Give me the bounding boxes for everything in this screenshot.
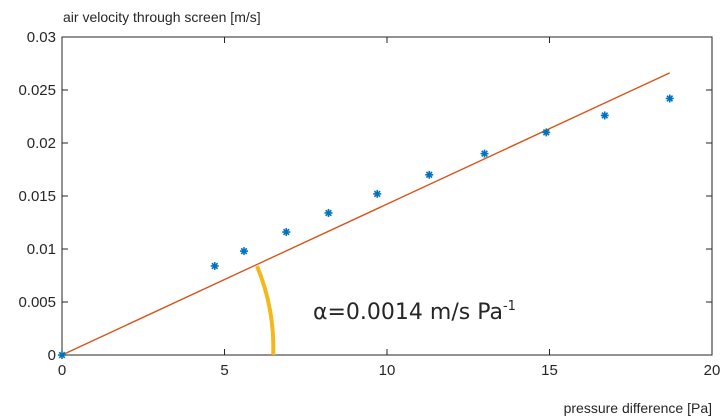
x-tick-label: 20 xyxy=(704,362,721,379)
x-tick-label: 5 xyxy=(220,362,228,379)
data-point xyxy=(282,228,291,237)
angle-annotation xyxy=(255,265,276,356)
angle-arc xyxy=(255,265,276,356)
x-tick-label: 10 xyxy=(379,362,396,379)
data-point xyxy=(240,247,248,256)
fit-line xyxy=(61,72,671,356)
data-point xyxy=(542,128,551,137)
y-tick-label: 0.03 xyxy=(27,29,56,46)
y-tick-label: 0.01 xyxy=(27,241,56,258)
data-point xyxy=(480,149,489,158)
slope-annotation-sup: -1 xyxy=(503,299,516,314)
data-point xyxy=(373,189,382,198)
y-axis: 0 0.005 0.01 0.015 0.02 0.025 0.03 xyxy=(18,29,712,364)
y-tick-label: 0 xyxy=(48,347,56,364)
x-tick-label: 0 xyxy=(58,362,66,379)
data-point xyxy=(425,170,434,179)
x-axis: 0 5 10 15 20 xyxy=(58,37,721,379)
slope-annotation: α=0.0014 m/s Pa-1 xyxy=(313,299,516,325)
slope-annotation-main: α=0.0014 m/s Pa xyxy=(313,300,503,325)
y-tick-label: 0.02 xyxy=(27,135,56,152)
data-point xyxy=(324,208,333,217)
data-point xyxy=(665,94,674,103)
data-point xyxy=(210,261,219,270)
y-tick-label: 0.025 xyxy=(18,82,56,99)
y-axis-label: air velocity through screen [m/s] xyxy=(63,9,261,25)
data-points xyxy=(58,94,674,359)
y-tick-label: 0.015 xyxy=(18,188,56,205)
data-point xyxy=(600,111,609,120)
fit-line-segment xyxy=(61,72,671,356)
y-tick-label: 0.005 xyxy=(18,294,56,311)
x-tick-label: 15 xyxy=(541,362,558,379)
x-axis-label: pressure difference [Pa] xyxy=(564,400,712,416)
data-point xyxy=(58,351,66,359)
